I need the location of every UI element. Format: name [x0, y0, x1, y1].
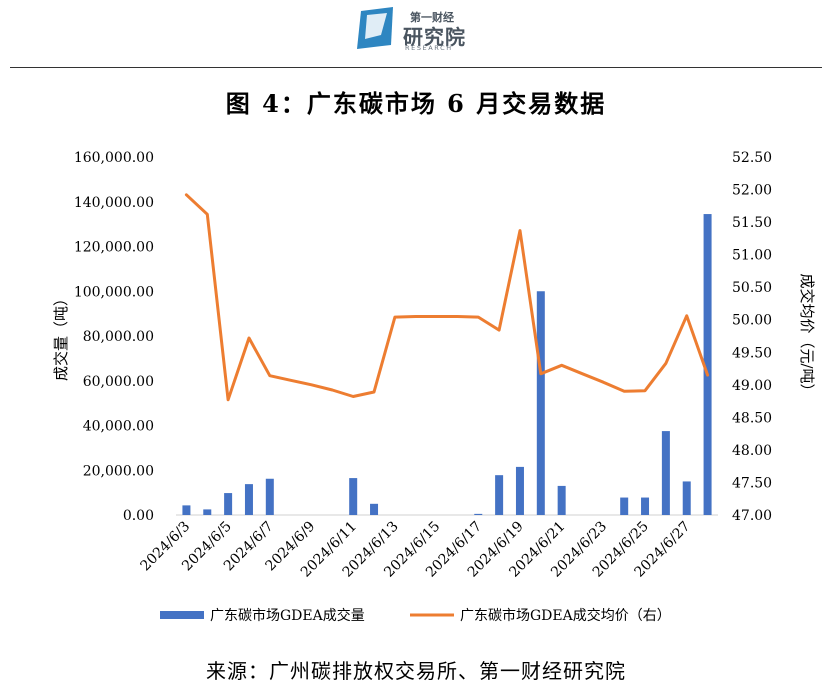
- bar-2024/6/25: [641, 497, 650, 515]
- logo-text-sub: RESEARCH: [405, 44, 453, 52]
- y-left-tick-label: 100,000.00: [74, 284, 154, 300]
- bar-2024/6/4: [203, 509, 212, 515]
- bar-2024/6/26: [661, 431, 670, 515]
- logo: 第一财经 研究院 RESEARCH: [355, 3, 485, 55]
- header-divider: [10, 67, 822, 68]
- figure-title: 图 4：广东碳市场 6 月交易数据: [225, 89, 607, 118]
- y-right-tick-label: 51.50: [732, 215, 772, 231]
- bar-2024/6/5: [224, 493, 233, 515]
- y-left-tick-label: 80,000.00: [83, 329, 154, 345]
- price-line: [184, 193, 710, 402]
- bar-2024/6/19: [515, 466, 524, 515]
- bar-2024/6/17: [474, 513, 483, 515]
- y-left-tick-label: 120,000.00: [74, 240, 154, 256]
- y-right-tick-label: 48.00: [732, 443, 772, 459]
- chart: 0.00 20,000.00 40,000.00 60,000.00 80,000.00…: [52, 150, 816, 624]
- y-right-tick-label: 52.00: [732, 183, 772, 199]
- y-left-tick-label: 160,000.00: [74, 150, 154, 166]
- y-right-axis-title: 成交均价（元/吨）: [798, 273, 816, 398]
- bar-2024/6/18: [495, 475, 504, 515]
- y-right-tick-label: 51.00: [732, 248, 772, 264]
- legend-line-label: 广东碳市场GDEA成交均价（右）: [460, 607, 671, 624]
- logo-text-main: 研究院: [403, 25, 466, 49]
- bar-2024/6/20: [536, 291, 545, 515]
- bar-2024/6/6: [244, 484, 253, 515]
- y-left-tick-label: 40,000.00: [83, 419, 154, 435]
- bar-2024/6/21: [557, 485, 566, 515]
- y-right-tick-label: 47.50: [732, 475, 772, 491]
- bar-2024/6/7: [265, 478, 274, 515]
- y-right-tick-label: 48.50: [732, 410, 772, 426]
- legend-bar-label: 广东碳市场GDEA成交量: [210, 607, 365, 624]
- logo-emblem-icon: [357, 7, 393, 49]
- y-right-tick-label: 50.00: [732, 313, 772, 329]
- y-left-tick-label: 20,000.00: [83, 463, 154, 479]
- bar-2024/6/3: [182, 505, 191, 515]
- bar-2024/6/12: [370, 503, 379, 515]
- y-right-tick-label: 50.50: [732, 280, 772, 296]
- y-right-tick-label: 49.50: [732, 345, 772, 361]
- bar-2024/6/24: [620, 497, 629, 515]
- y-left-tick-label: 60,000.00: [83, 374, 154, 390]
- y-left-axis-title: 成交量（吨）: [52, 291, 70, 381]
- y-right-tick-label: 49.00: [732, 378, 772, 394]
- y-right-tick-label: 52.50: [732, 150, 772, 166]
- legend-bar-swatch: [160, 611, 204, 619]
- bar-2024/6/11: [349, 478, 358, 515]
- y-left-tick-label: 140,000.00: [74, 195, 154, 211]
- logo-text-top: 第一财经: [410, 11, 454, 24]
- bar-2024/6/28: [703, 214, 712, 515]
- y-right-tick-label: 47.00: [732, 508, 772, 524]
- bar-2024/6/27: [682, 481, 691, 515]
- source-note: 来源：广州碳排放权交易所、第一财经研究院: [206, 659, 626, 683]
- y-left-tick-label: 0.00: [123, 508, 154, 524]
